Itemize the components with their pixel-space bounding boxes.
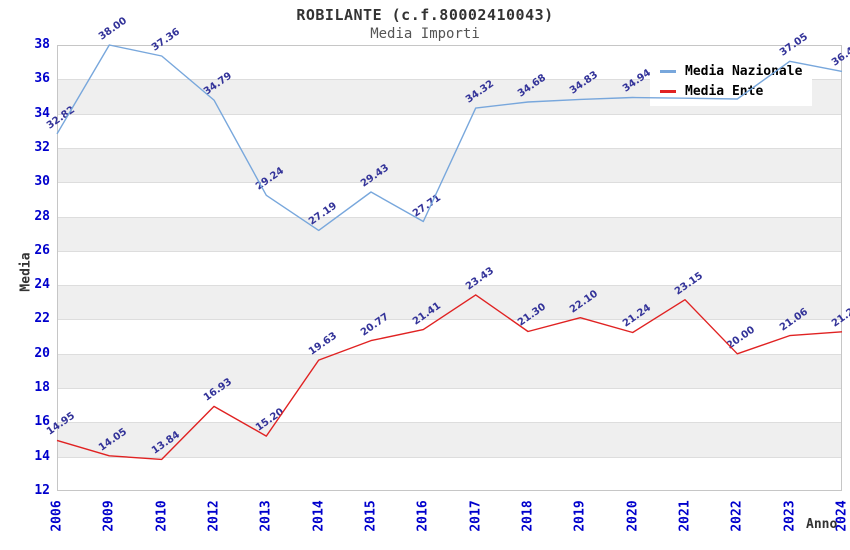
gridline	[57, 251, 842, 252]
plot-border	[57, 45, 842, 491]
y-tick-label: 28	[34, 208, 50, 224]
y-tick-label: 24	[34, 277, 50, 293]
y-tick-label: 12	[34, 483, 50, 498]
gridline	[57, 182, 842, 183]
gridline	[57, 148, 842, 149]
y-tick-label: 34	[34, 105, 50, 121]
chart-subtitle: Media Importi	[370, 26, 480, 42]
series-line-media-nazionale	[56, 44, 843, 232]
legend-marker-media-nazionale-icon	[660, 69, 676, 73]
gridline	[57, 79, 842, 80]
gridline	[57, 457, 842, 458]
legend-item-media-nazionale[interactable]: Media Nazionale	[660, 61, 802, 81]
y-tick-label: 20	[34, 345, 50, 361]
gridline	[57, 285, 842, 286]
y-tick-label: 22	[34, 311, 50, 327]
gridline	[57, 388, 842, 389]
y-tick-label: 14	[34, 448, 50, 464]
legend-marker-media-ente-icon	[660, 89, 676, 93]
gridline	[57, 319, 842, 320]
gridline	[57, 422, 842, 423]
series-line-media-ente	[56, 294, 843, 461]
y-tick-label: 38	[34, 37, 50, 52]
y-tick-label: 30	[34, 174, 50, 190]
legend-label: Media Nazionale	[685, 63, 803, 79]
y-tick-label: 26	[34, 242, 50, 258]
y-tick-label: 16	[34, 414, 50, 430]
gridline	[57, 114, 842, 115]
chart-title: ROBILANTE (c.f.80002410043)	[296, 6, 554, 24]
x-axis-title: Anno	[806, 517, 838, 532]
y-tick-label: 18	[34, 380, 50, 396]
gridline	[57, 354, 842, 355]
y-tick-label: 36	[34, 71, 50, 87]
gridline	[57, 217, 842, 218]
y-tick-label: 32	[34, 139, 50, 155]
